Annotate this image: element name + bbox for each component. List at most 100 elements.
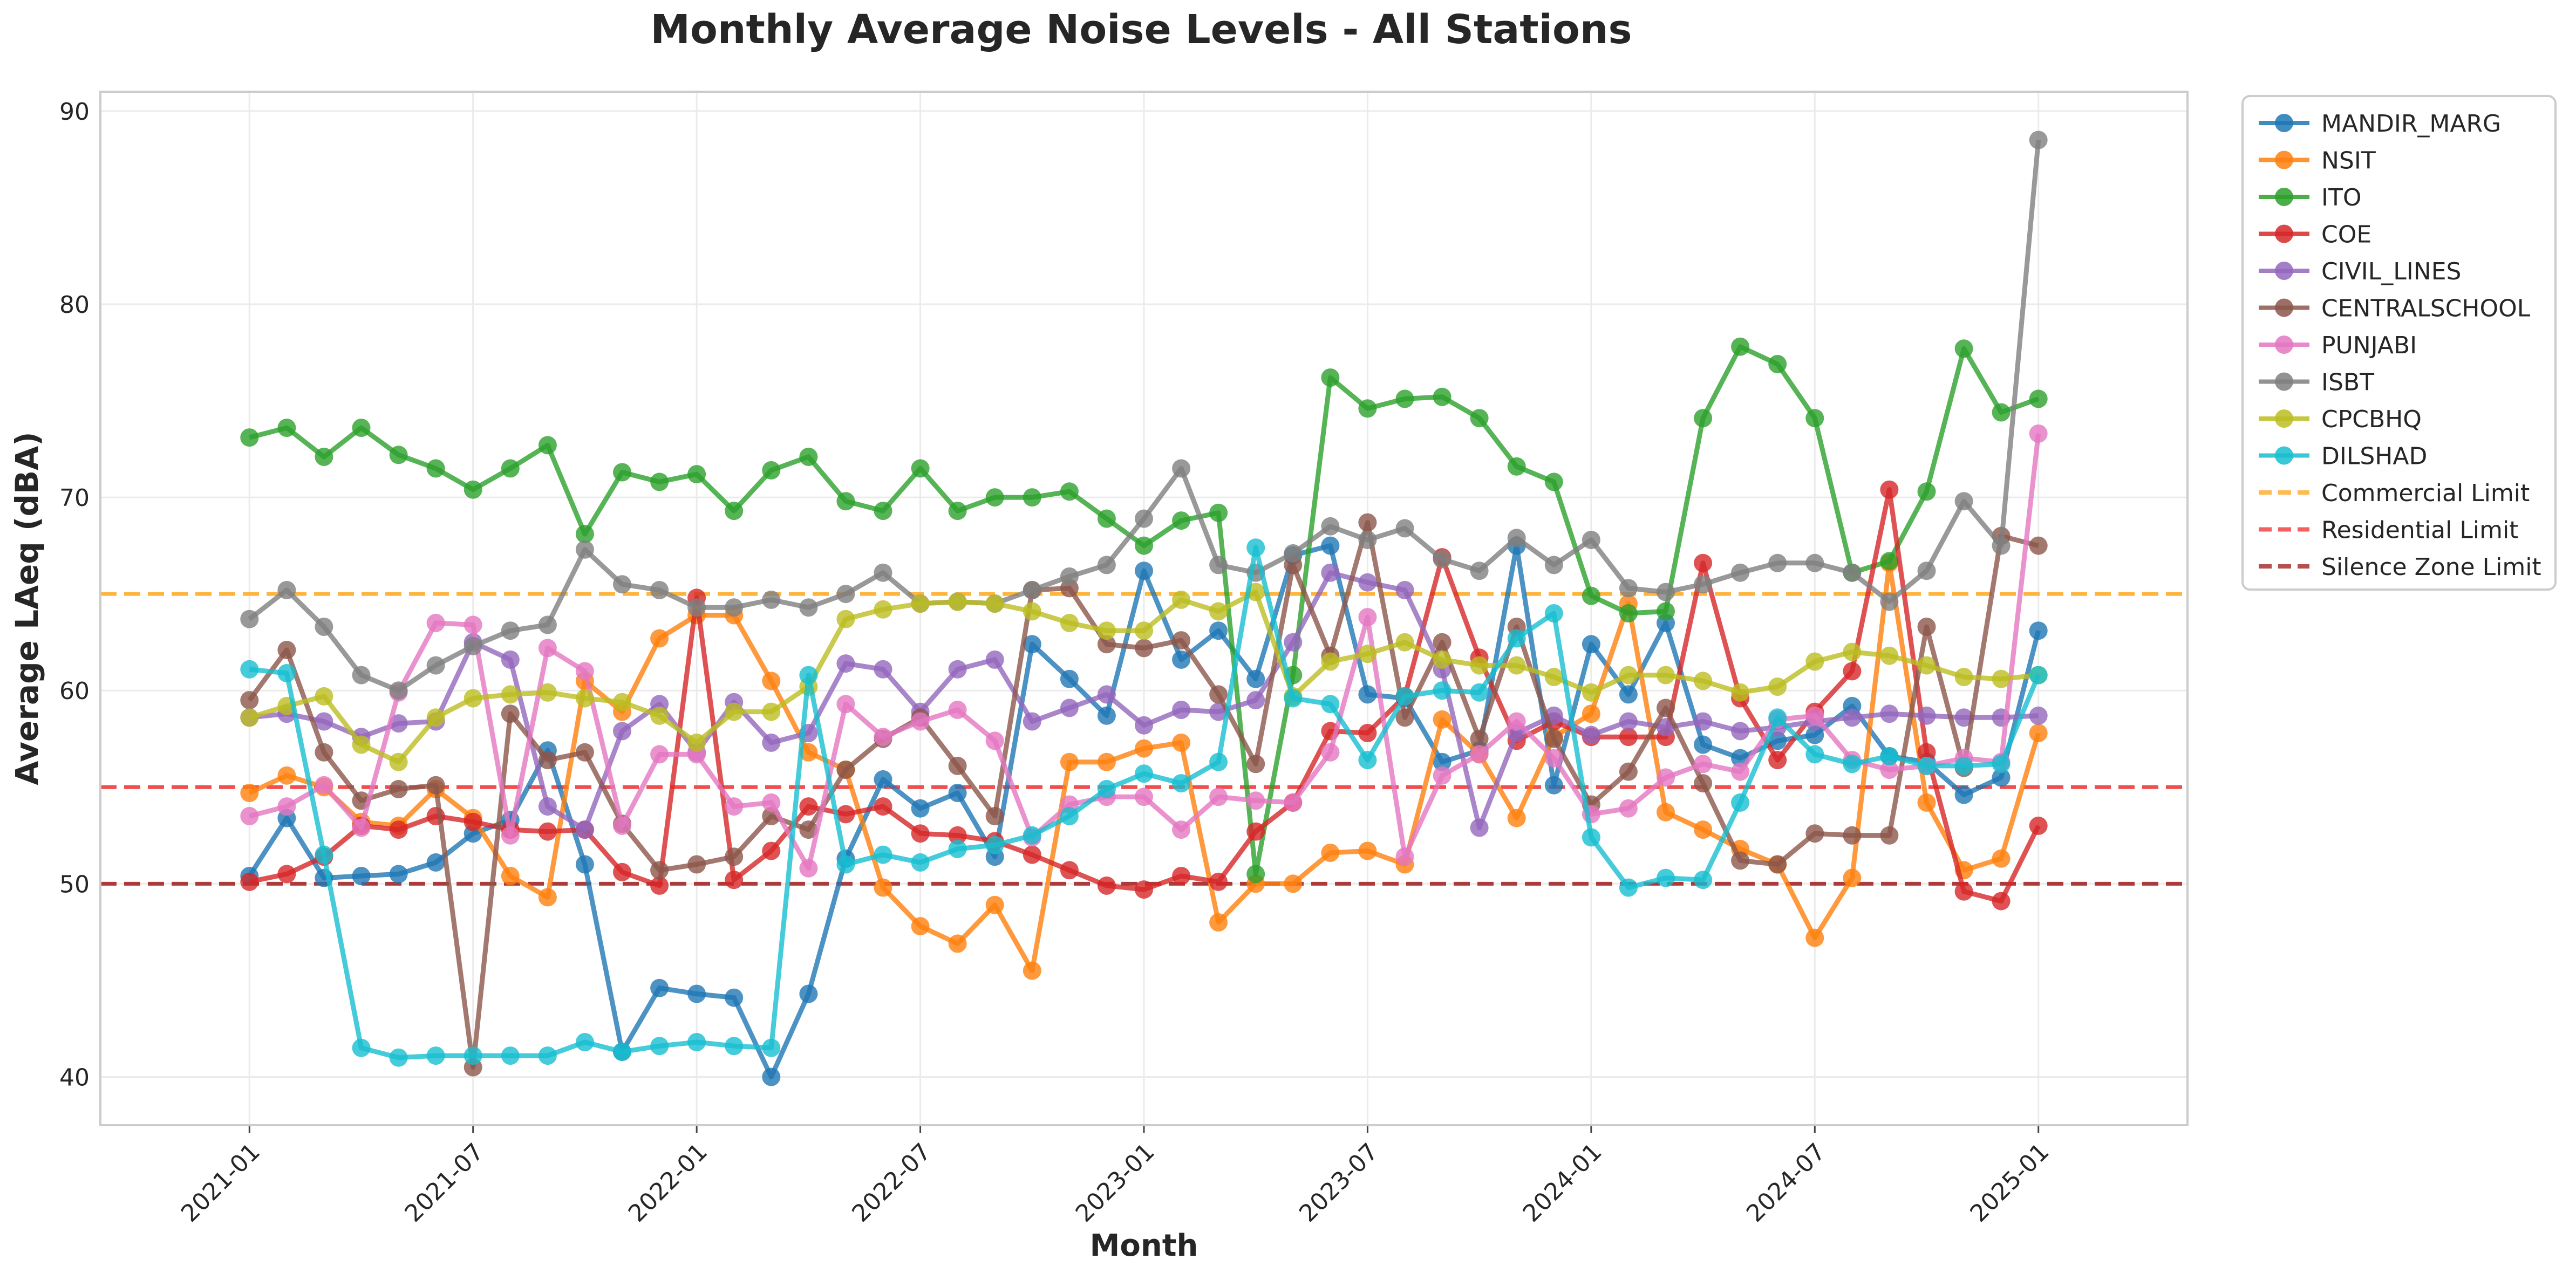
data-point [1917, 793, 1936, 812]
data-point [2029, 424, 2048, 443]
data-point [464, 689, 482, 708]
data-point [501, 685, 520, 704]
data-point [1992, 892, 2011, 911]
data-point [1023, 712, 1041, 731]
data-point [948, 592, 967, 611]
data-point [426, 853, 445, 872]
legend-swatch-marker [2275, 446, 2293, 465]
data-point [352, 419, 371, 437]
data-point [1582, 725, 1600, 744]
data-point [1209, 872, 1228, 891]
data-point [725, 1037, 744, 1056]
data-point [650, 1037, 669, 1056]
data-point [1358, 751, 1377, 770]
data-point [277, 641, 296, 659]
data-point [2029, 666, 2048, 685]
data-point [2029, 724, 2048, 742]
data-point [1768, 553, 1787, 572]
data-point [1246, 691, 1265, 710]
data-point [874, 502, 892, 521]
data-point [1507, 656, 1526, 675]
data-point [1917, 756, 1936, 775]
data-point [389, 446, 408, 464]
data-point [1209, 621, 1228, 640]
data-point [1954, 339, 1973, 358]
data-point [1619, 762, 1638, 781]
data-point [985, 807, 1004, 825]
data-point [1284, 689, 1303, 708]
data-point [1358, 608, 1377, 627]
data-point [1992, 849, 2011, 868]
data-point [874, 728, 892, 747]
data-point [1246, 822, 1265, 841]
data-point [799, 598, 818, 617]
data-point [874, 878, 892, 897]
data-point [1843, 755, 1862, 774]
data-point [1470, 562, 1489, 580]
data-point [1731, 851, 1750, 870]
data-point [1954, 785, 1973, 804]
data-point [836, 585, 855, 604]
data-point [1023, 826, 1041, 845]
data-point [1507, 457, 1526, 476]
data-point [1657, 868, 1675, 887]
data-point [1805, 652, 1824, 671]
data-point [1172, 590, 1191, 609]
data-point [911, 824, 930, 843]
data-point [911, 594, 930, 613]
data-point [1097, 509, 1116, 528]
series-lines [240, 131, 2048, 1086]
legend-label: Commercial Limit [2321, 480, 2530, 507]
data-point [1172, 650, 1191, 669]
data-point [1880, 761, 1899, 779]
data-point [240, 784, 259, 802]
data-point [2029, 536, 2048, 555]
data-point [1358, 724, 1377, 742]
legend-entry: Residential Limit [2259, 517, 2518, 544]
data-point [1992, 768, 2011, 787]
data-point [575, 1033, 594, 1051]
data-point [1433, 752, 1451, 771]
legend-swatch-marker [2275, 372, 2293, 391]
data-point [1619, 878, 1638, 897]
data-point [1209, 602, 1228, 621]
data-point [1321, 652, 1340, 671]
data-point [613, 722, 631, 741]
data-point [1209, 503, 1228, 522]
data-point [948, 934, 967, 953]
data-point [1321, 844, 1340, 862]
data-point [1060, 567, 1079, 586]
data-point [1582, 683, 1600, 702]
data-point [762, 590, 781, 609]
data-point [1880, 704, 1899, 723]
data-point [799, 820, 818, 839]
data-point [1097, 876, 1116, 895]
data-point [501, 459, 520, 478]
data-point [1694, 871, 1713, 889]
data-point [1917, 562, 1936, 580]
data-point [1880, 747, 1899, 765]
legend-entry: Silence Zone Limit [2259, 553, 2541, 581]
data-point [1246, 755, 1265, 774]
data-point [1805, 706, 1824, 725]
data-point [1768, 731, 1787, 750]
data-point [277, 419, 296, 437]
series-group [240, 538, 2048, 1067]
data-point [501, 704, 520, 723]
legend-entry: ITO [2259, 184, 2362, 211]
data-point [1880, 646, 1899, 665]
data-point [2029, 621, 2048, 640]
data-point [762, 733, 781, 752]
data-point [389, 681, 408, 700]
data-point [985, 594, 1004, 613]
data-point [725, 502, 744, 521]
data-point [799, 666, 818, 685]
data-point [687, 598, 706, 617]
data-point [1023, 845, 1041, 864]
data-point [1172, 820, 1191, 839]
data-point [1135, 716, 1153, 735]
data-point [1470, 683, 1489, 702]
data-point [352, 818, 371, 837]
data-point [985, 836, 1004, 854]
data-point [1544, 776, 1563, 795]
